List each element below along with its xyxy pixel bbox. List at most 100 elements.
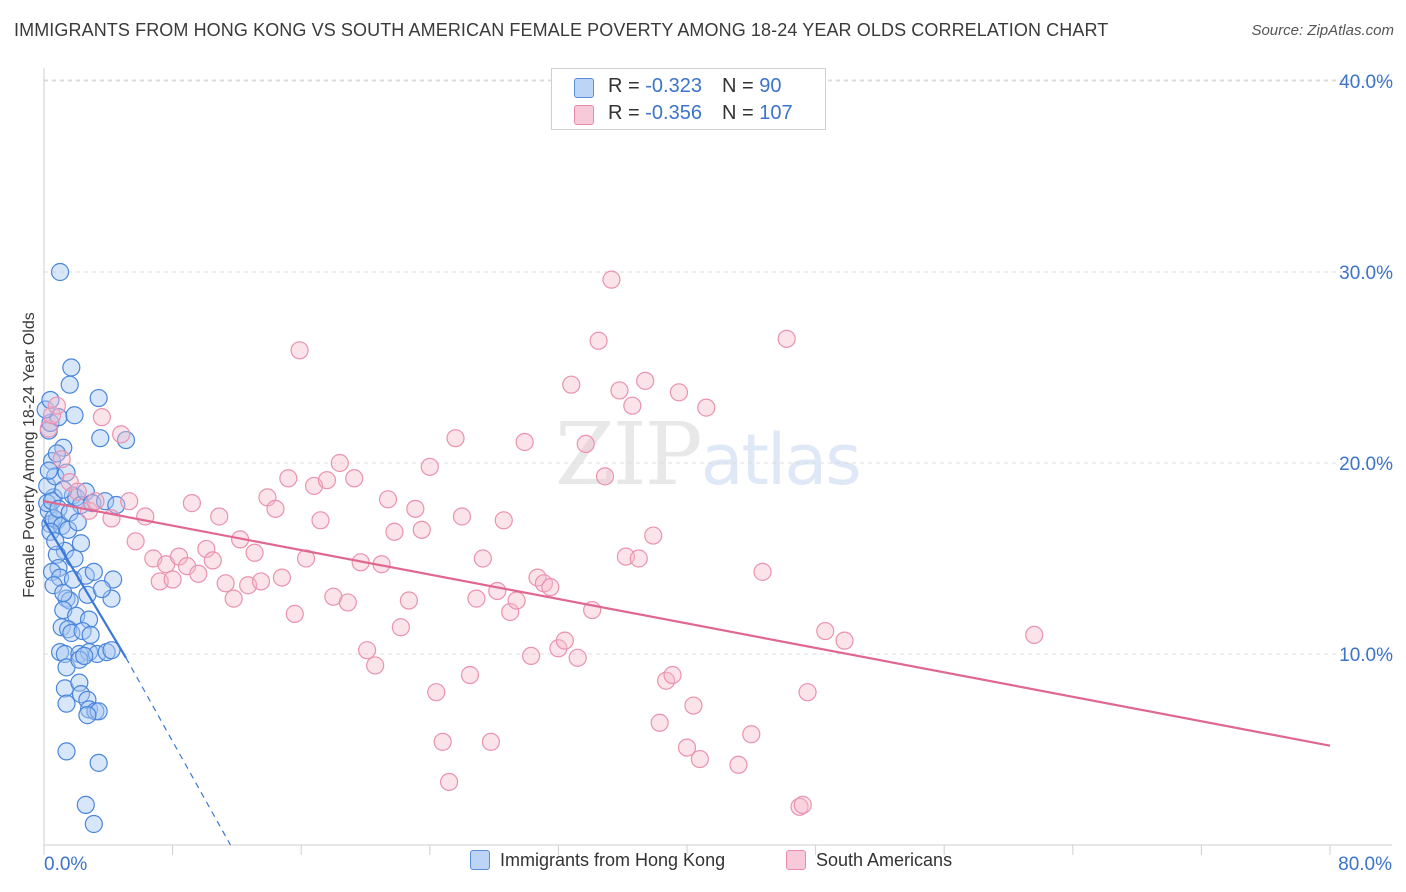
south-american-point	[385, 522, 404, 541]
south-american-point	[589, 331, 608, 350]
south-american-point	[677, 738, 697, 757]
hong-kong-point	[89, 388, 108, 408]
south-american-point	[1025, 625, 1044, 645]
south-american-point	[120, 492, 139, 511]
hong-kong-point	[39, 461, 58, 480]
south-american-point	[197, 539, 216, 559]
south-american-point	[777, 329, 796, 348]
south-american-point	[224, 589, 243, 608]
south-american-point	[521, 646, 541, 666]
hong-kong-point	[54, 480, 73, 499]
south-american-point	[488, 581, 507, 601]
bottom-legend-hong-kong: Immigrants from Hong Kong	[470, 850, 725, 871]
hong-kong-point	[89, 753, 108, 772]
source-label: Source: ZipAtlas.com	[1251, 22, 1394, 39]
hong-kong-point	[65, 406, 84, 425]
correlation-legend: R = -0.323 N = 90 R = -0.356 N = 107	[551, 68, 826, 130]
hong-kong-point	[84, 814, 103, 834]
hong-kong-point	[95, 492, 115, 511]
south-american-point	[669, 383, 689, 402]
south-american-point	[636, 371, 655, 390]
south-american-point	[452, 507, 472, 526]
south-american-point	[663, 665, 682, 685]
hong-kong-trend-extension	[125, 657, 231, 846]
south-american-point	[501, 602, 520, 622]
south-american-point	[391, 618, 410, 637]
south-american-point	[189, 564, 208, 583]
south-american-point	[798, 683, 817, 702]
hong-kong-point	[102, 589, 121, 608]
south-american-point	[163, 570, 182, 589]
y-tick-label: 10.0%	[1339, 645, 1393, 666]
south-american-point	[86, 492, 105, 511]
hong-kong-point	[57, 589, 76, 608]
watermark-atlas: atlas	[700, 419, 862, 501]
south-american-point	[562, 375, 581, 394]
south-american-point	[790, 797, 809, 816]
south-american-point	[266, 499, 285, 518]
south-american-point	[610, 381, 629, 400]
south-american-point	[427, 683, 446, 702]
south-american-point	[816, 621, 835, 641]
chart-title: IMMIGRANTS FROM HONG KONG VS SOUTH AMERI…	[14, 20, 1109, 40]
hong-kong-point	[79, 610, 99, 629]
hong-kong-point	[76, 795, 95, 814]
watermark: ZIPatlas	[555, 405, 862, 505]
legend-swatch-pink	[574, 105, 594, 125]
hong-kong-point	[62, 358, 81, 377]
x-tick-label: 0.0%	[44, 854, 87, 875]
south-american-point	[317, 471, 337, 490]
legend-text-south-americans: R = -0.356 N = 107	[608, 102, 793, 124]
south-american-point	[345, 469, 364, 488]
hong-kong-point	[54, 583, 73, 602]
south-american-point	[446, 429, 465, 448]
south-american-point	[42, 406, 62, 425]
bottom-legend-south-americans: South Americans	[786, 850, 952, 871]
south-american-point	[602, 270, 621, 289]
hong-kong-point	[60, 591, 79, 610]
bottom-legend-label-south-americans: South Americans	[816, 850, 953, 870]
south-american-point	[793, 795, 812, 814]
south-american-point	[549, 639, 568, 658]
south-american-point	[216, 574, 235, 593]
south-american-point	[697, 398, 716, 417]
south-american-point	[568, 648, 587, 667]
hong-kong-point	[81, 625, 100, 645]
hong-kong-point	[78, 706, 97, 725]
x-tick-label: 80.0%	[1338, 854, 1392, 875]
hong-kong-point	[92, 579, 111, 599]
south-american-point	[279, 469, 298, 488]
south-american-point	[515, 432, 534, 452]
south-american-point	[406, 499, 425, 518]
south-american-point	[245, 543, 264, 562]
hong-kong-point	[60, 375, 79, 394]
bottom-legend-swatch-pink	[786, 850, 806, 870]
hong-kong-point	[47, 444, 66, 463]
south-american-point	[420, 457, 439, 476]
hong-kong-point	[65, 549, 84, 568]
south-american-point	[272, 568, 292, 587]
hong-kong-point	[57, 742, 76, 761]
south-american-point	[92, 408, 111, 427]
hong-kong-point	[70, 673, 89, 692]
hong-kong-point	[50, 262, 70, 282]
south-american-point	[576, 434, 595, 453]
legend-swatch-blue	[574, 78, 594, 98]
hong-kong-trend-line	[43, 519, 127, 659]
south-american-point	[311, 511, 330, 530]
south-american-point	[644, 526, 663, 545]
south-american-point	[251, 572, 271, 591]
south-american-point	[481, 732, 500, 751]
south-american-point	[460, 665, 480, 685]
south-american-point	[182, 494, 201, 513]
south-american-point	[494, 511, 513, 530]
hong-kong-point	[84, 562, 103, 581]
hong-kong-point	[52, 618, 71, 637]
hong-kong-point	[62, 623, 81, 643]
hong-kong-point	[91, 429, 110, 448]
y-tick-label: 30.0%	[1339, 263, 1393, 284]
bottom-legend-label-hong-kong: Immigrants from Hong Kong	[500, 850, 726, 870]
hong-kong-point	[102, 641, 121, 660]
south-american-point	[290, 341, 309, 360]
